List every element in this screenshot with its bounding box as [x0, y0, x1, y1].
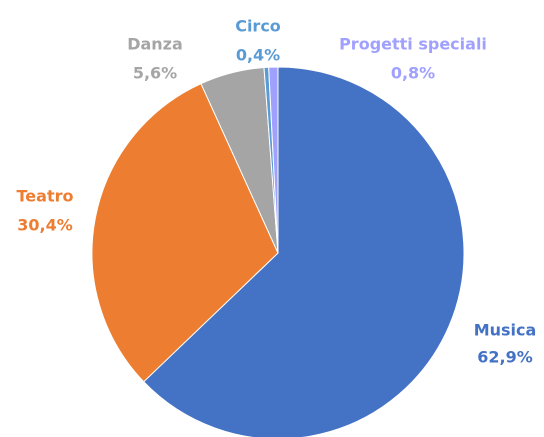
- slice-value-label: 62,9%: [477, 348, 533, 367]
- slice-value-label: 0,4%: [236, 46, 280, 65]
- pie-slice: [91, 83, 279, 383]
- slice-label: Danza: [127, 35, 183, 54]
- slice-value-label: 30,4%: [17, 216, 73, 235]
- slice-label: Teatro: [17, 187, 74, 206]
- pie-slice: [143, 66, 465, 437]
- slice-label: Circo: [235, 17, 281, 36]
- slice-value-label: 0,8%: [391, 64, 435, 83]
- slice-label: Progetti speciali: [339, 35, 487, 54]
- slice-label: Musica: [474, 321, 537, 340]
- pie-slice: [268, 66, 279, 254]
- slice-value-label: 5,6%: [133, 64, 177, 83]
